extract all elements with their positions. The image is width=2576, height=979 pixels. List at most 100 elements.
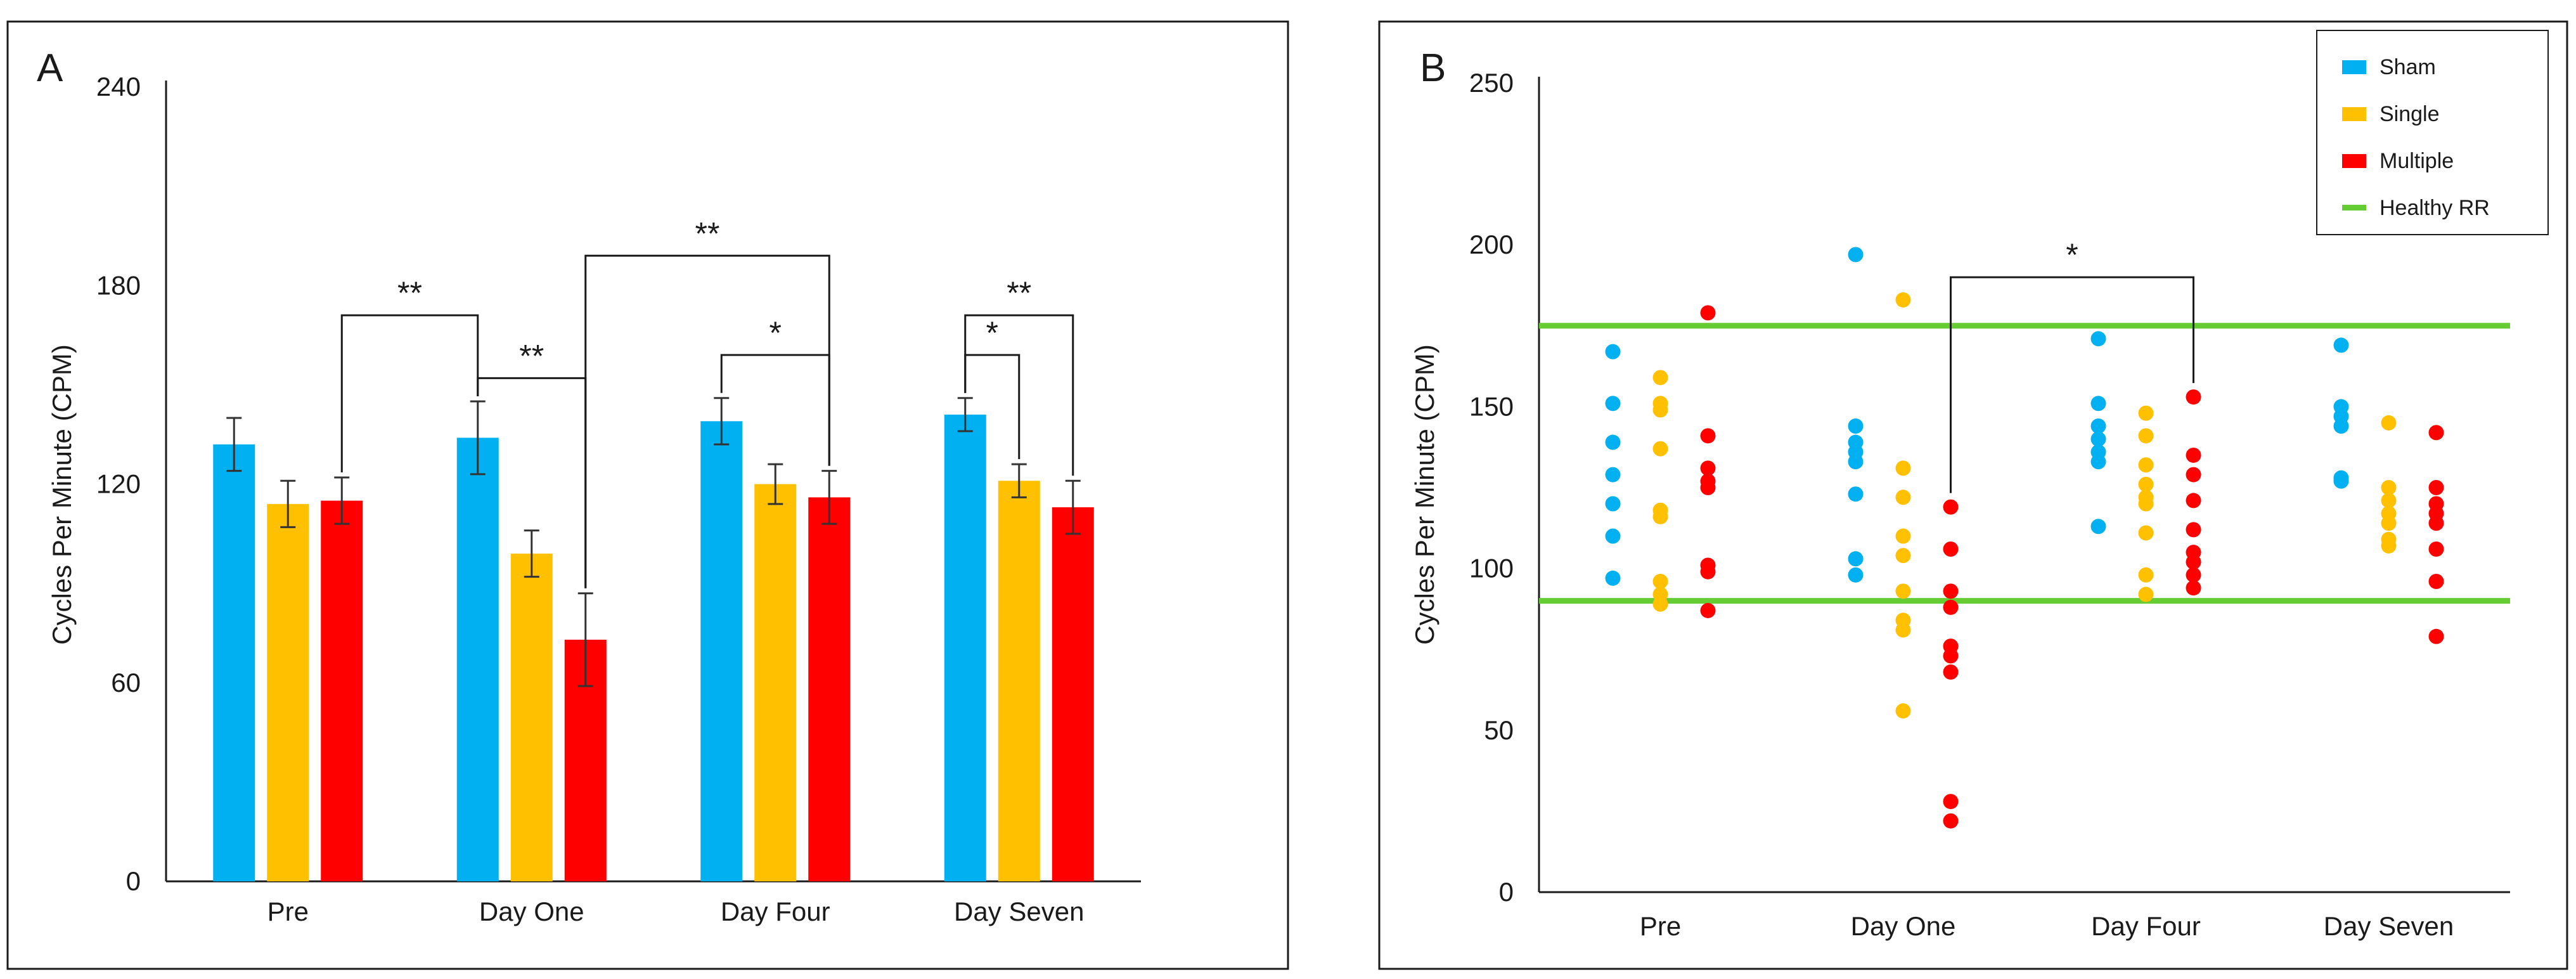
bar xyxy=(808,497,851,881)
data-point-single xyxy=(1895,622,1911,638)
legend-item-sham: Sham xyxy=(2342,55,2436,79)
panel-b-y-axis-label: Cycles Per Minute (CPM) xyxy=(1410,344,1439,645)
y-tick-label: 0 xyxy=(1499,877,1514,907)
y-tick-label: 250 xyxy=(1469,68,1514,98)
y-tick-label: 50 xyxy=(1484,715,1514,745)
data-point-single xyxy=(2138,428,2154,444)
data-point-single xyxy=(1895,528,1911,544)
data-point-sham xyxy=(1605,496,1621,512)
data-point-single xyxy=(1895,490,1911,505)
data-point-single xyxy=(2381,480,2397,495)
significance-bracket xyxy=(1950,276,2194,493)
data-point-single xyxy=(1652,509,1668,524)
data-point-single xyxy=(2138,476,2154,492)
data-point-multiple xyxy=(2186,447,2201,463)
data-point-multiple xyxy=(1943,813,1959,829)
legend-item-single: Single xyxy=(2342,102,2440,126)
data-point-single xyxy=(1895,460,1911,476)
significance-bracket xyxy=(720,354,830,466)
data-point-single xyxy=(2381,538,2397,554)
legend-item-healthy-rr: Healthy RR xyxy=(2342,196,2490,220)
data-point-single xyxy=(1895,583,1911,599)
data-point-multiple xyxy=(1943,583,1959,599)
data-point-multiple xyxy=(1943,499,1959,515)
data-point-sham xyxy=(2090,396,2106,412)
data-point-multiple xyxy=(2428,480,2444,495)
legend-label-multiple: Multiple xyxy=(2380,149,2454,173)
data-point-sham xyxy=(1605,528,1621,544)
data-point-multiple xyxy=(2428,574,2444,590)
data-point-multiple xyxy=(1700,480,1716,495)
data-point-single xyxy=(1895,292,1911,308)
bar xyxy=(213,444,255,881)
data-point-sham xyxy=(1605,396,1621,412)
data-point-sham xyxy=(2333,473,2349,489)
x-tick-label-day-one: Day One xyxy=(479,897,584,926)
data-point-multiple xyxy=(2428,425,2444,441)
data-point-sham xyxy=(2333,418,2349,434)
y-tick-label: 0 xyxy=(126,866,141,896)
data-point-sham xyxy=(2090,418,2106,434)
x-tick-label-day-seven: Day Seven xyxy=(954,897,1084,926)
panel-b-letter: B xyxy=(1420,46,1446,90)
y-tick-label: 150 xyxy=(1469,391,1514,421)
legend-swatch-sham xyxy=(2342,60,2366,74)
significance-bracket xyxy=(477,377,587,588)
data-point-single xyxy=(1895,548,1911,564)
data-point-multiple xyxy=(2186,567,2201,583)
data-point-sham xyxy=(1605,434,1621,450)
data-point-multiple xyxy=(1943,648,1959,664)
data-point-multiple xyxy=(1700,305,1716,321)
significance-label: ** xyxy=(519,338,544,373)
x-tick-label-pre: Pre xyxy=(267,897,309,926)
legend-swatch-multiple xyxy=(2342,154,2366,168)
significance-label: ** xyxy=(1007,275,1031,311)
significance-label: ** xyxy=(397,275,422,311)
data-point-multiple xyxy=(1943,599,1959,615)
data-point-single xyxy=(2138,567,2154,583)
panel-a-letter: A xyxy=(37,46,63,90)
data-point-multiple xyxy=(2428,628,2444,644)
significance-bracket xyxy=(964,314,1074,476)
data-point-single xyxy=(1652,596,1668,612)
data-point-sham xyxy=(1605,344,1621,360)
data-point-multiple xyxy=(2186,580,2201,596)
data-point-sham xyxy=(2090,431,2106,447)
data-point-multiple xyxy=(1943,664,1959,680)
data-point-multiple xyxy=(1700,460,1716,476)
bar xyxy=(700,421,743,881)
data-point-sham xyxy=(2333,337,2349,353)
panel-a-y-axis-label: Cycles Per Minute (CPM) xyxy=(47,344,77,645)
data-point-multiple xyxy=(2186,389,2201,405)
bar xyxy=(754,484,797,881)
data-point-single xyxy=(2381,415,2397,431)
y-tick-label: 200 xyxy=(1469,230,1514,259)
legend: Sham Single Multiple Healthy RR xyxy=(2316,30,2549,235)
data-point-sham xyxy=(1848,567,1864,583)
bar xyxy=(998,481,1040,881)
data-point-sham xyxy=(2090,331,2106,347)
legend-item-multiple: Multiple xyxy=(2342,149,2454,173)
y-tick-label: 100 xyxy=(1469,554,1514,583)
y-tick-label: 60 xyxy=(111,668,141,697)
data-point-sham xyxy=(1848,454,1864,470)
y-tick-label: 180 xyxy=(96,270,141,300)
significance-label: ** xyxy=(695,216,720,251)
data-point-single xyxy=(2138,496,2154,512)
data-point-single xyxy=(2138,405,2154,421)
data-point-sham xyxy=(2090,519,2106,535)
significance-label: * xyxy=(986,315,998,351)
x-tick-label-day-four: Day Four xyxy=(721,897,830,926)
data-point-sham xyxy=(1848,551,1864,567)
bar xyxy=(456,438,499,881)
x-tick-label-day-one: Day One xyxy=(1851,911,1956,941)
bar xyxy=(510,554,553,881)
panel-a-plot: 0 60 120 180 240 Pre Day One Day Four Day Seven *… xyxy=(96,72,1141,926)
data-point-sham xyxy=(1848,247,1864,263)
panel-b-plot: 0 50 100 150 200 250 Pre Day One Day Four Day Sev… xyxy=(1469,68,2510,941)
legend-label-healthy-rr: Healthy RR xyxy=(2380,196,2490,220)
data-point-single xyxy=(1652,370,1668,386)
x-tick-label-day-seven: Day Seven xyxy=(2324,911,2454,941)
bar xyxy=(321,500,363,881)
